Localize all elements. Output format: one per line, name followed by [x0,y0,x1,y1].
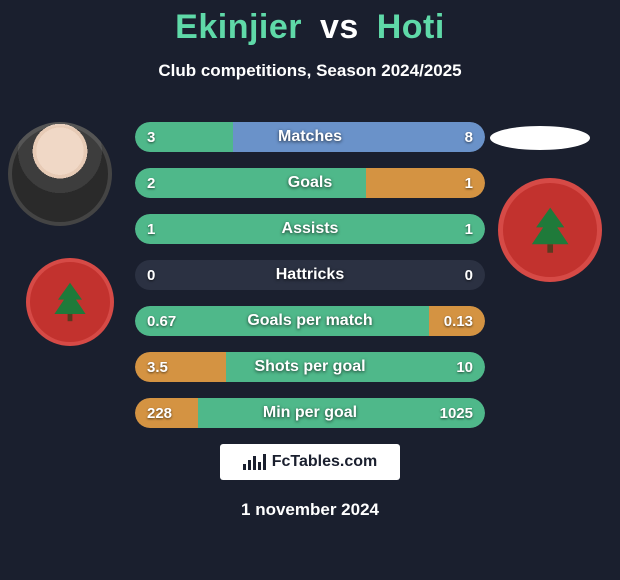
stat-fill-left [135,168,366,198]
stat-value-right: 8 [465,122,473,152]
stat-value-left: 0 [147,260,155,290]
stat-value-left: 0.67 [147,306,176,336]
stat-value-left: 1 [147,214,155,244]
footer-date: 1 november 2024 [0,500,620,520]
stat-fill-right [310,214,485,244]
player1-name: Ekinjier [175,8,302,46]
subtitle: Club competitions, Season 2024/2025 [0,61,620,81]
stat-value-left: 228 [147,398,172,428]
stat-bars: 38Matches21Goals11Assists00Hattricks0.67… [135,122,485,444]
stat-value-right: 1 [465,214,473,244]
stat-fill-right [233,122,485,152]
stat-value-right: 10 [456,352,473,382]
stat-fill-left [135,214,310,244]
tree-icon [522,202,578,258]
stat-value-right: 0 [465,260,473,290]
player2-avatar-placeholder [490,126,590,150]
tree-icon [46,278,94,326]
stat-row: 2281025Min per goal [135,398,485,428]
player1-avatar [8,122,112,226]
stat-value-left: 2 [147,168,155,198]
stat-value-left: 3 [147,122,155,152]
player2-club-badge [498,178,602,282]
stat-label: Hattricks [135,260,485,290]
stat-value-right: 0.13 [444,306,473,336]
stat-fill-right [226,352,485,382]
stat-value-right: 1025 [440,398,473,428]
bar-chart-icon [243,454,266,470]
stat-value-left: 3.5 [147,352,168,382]
comparison-title: Ekinjier vs Hoti [0,0,620,47]
stat-row: 0 0Hattricks [135,260,485,290]
stat-row: 3.510Shots per goal [135,352,485,382]
stat-row: 38Matches [135,122,485,152]
brand-text: FcTables.com [272,453,378,471]
stat-row: 21Goals [135,168,485,198]
stat-row: 11Assists [135,214,485,244]
player2-name: Hoti [377,8,445,46]
stat-value-right: 1 [465,168,473,198]
player1-club-badge [26,258,114,346]
vs-text: vs [320,8,359,46]
stat-row: 0.670.13Goals per match [135,306,485,336]
brand-logo: FcTables.com [220,444,400,480]
stat-fill-left [135,306,429,336]
